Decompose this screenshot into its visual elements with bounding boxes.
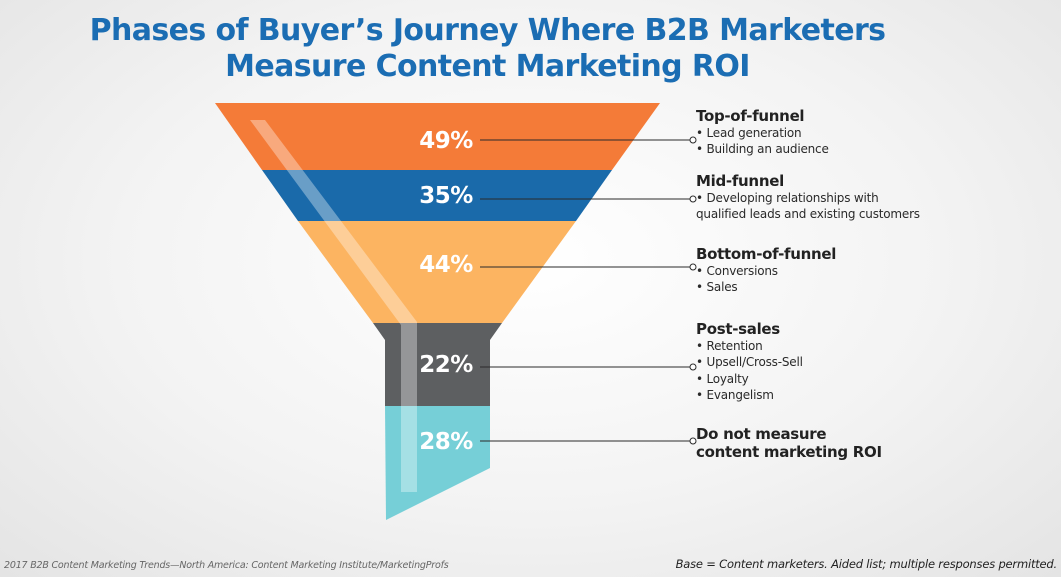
leader-dot-bottom-of-funnel — [689, 263, 697, 271]
chart-title-line-1: Phases of Buyer’s Journey Where B2B Mark… — [89, 13, 886, 48]
callout-list-top-of-funnel: • Lead generation • Building an audience — [696, 125, 829, 158]
callout-do-not-measure: Do not measure content marketing ROI — [696, 425, 882, 461]
callout-list-bottom-of-funnel: • Conversions • Sales — [696, 263, 836, 296]
callout-item: • Loyalty — [696, 371, 749, 386]
percent-label-top-of-funnel: 49% — [419, 128, 473, 154]
leader-dot-do-not-measure — [689, 437, 697, 445]
callout-item: • Retention — [696, 339, 763, 353]
leader-dot-top-of-funnel — [689, 136, 697, 144]
callout-list-post-sales: • Retention • Upsell/Cross-Sell • Loyalty •… — [696, 338, 803, 403]
base-note: Base = Content marketers. Aided list; mu… — [675, 557, 1058, 571]
callout-item: • Developing relationships with qualifie… — [696, 191, 920, 222]
leader-dot-mid-funnel — [689, 195, 697, 203]
source-note: 2017 B2B Content Marketing Trends—North … — [4, 560, 449, 571]
callout-item: • Evangelism — [696, 387, 774, 402]
funnel-segment-post-sales — [373, 323, 502, 406]
percent-label-do-not-measure: 28% — [419, 429, 473, 455]
chart-title-line-2: Measure Content Marketing ROI — [225, 49, 750, 84]
callout-heading-top-of-funnel: Top-of-funnel — [696, 107, 805, 125]
funnel-segment-bottom-of-funnel — [298, 221, 576, 323]
callout-list-mid-funnel: • Developing relationships with qualifie… — [696, 190, 920, 223]
callout-top-of-funnel: Top-of-funnel • Lead generation • Building… — [696, 107, 829, 158]
callout-item: • Upsell/Cross-Sell — [696, 355, 803, 370]
callout-item: • Building an audience — [696, 142, 829, 157]
callout-heading-do-not-measure: Do not measure content marketing ROI — [696, 425, 882, 461]
leader-dot-post-sales — [689, 363, 697, 371]
percent-label-post-sales: 22% — [419, 352, 473, 378]
callout-post-sales: Post-sales • Retention • Upsell/Cross-Sell… — [696, 320, 803, 403]
callout-heading-mid-funnel: Mid-funnel — [696, 172, 784, 190]
callout-heading-post-sales: Post-sales — [696, 320, 780, 338]
callout-item: • Conversions — [696, 264, 778, 278]
funnel-segment-do-not-measure — [385, 406, 490, 520]
percent-label-mid-funnel: 35% — [419, 183, 473, 209]
funnel-segment-top-of-funnel — [215, 103, 660, 170]
callout-item: • Lead generation — [696, 126, 802, 140]
callout-bottom-of-funnel: Bottom-of-funnel • Conversions • Sales — [696, 245, 836, 296]
callout-item: • Sales — [696, 280, 738, 295]
callout-heading-bottom-of-funnel: Bottom-of-funnel — [696, 245, 837, 263]
callout-mid-funnel: Mid-funnel • Developing relationships wit… — [696, 172, 920, 223]
funnel-segment-mid-funnel — [262, 170, 612, 221]
percent-label-bottom-of-funnel: 44% — [419, 252, 473, 278]
